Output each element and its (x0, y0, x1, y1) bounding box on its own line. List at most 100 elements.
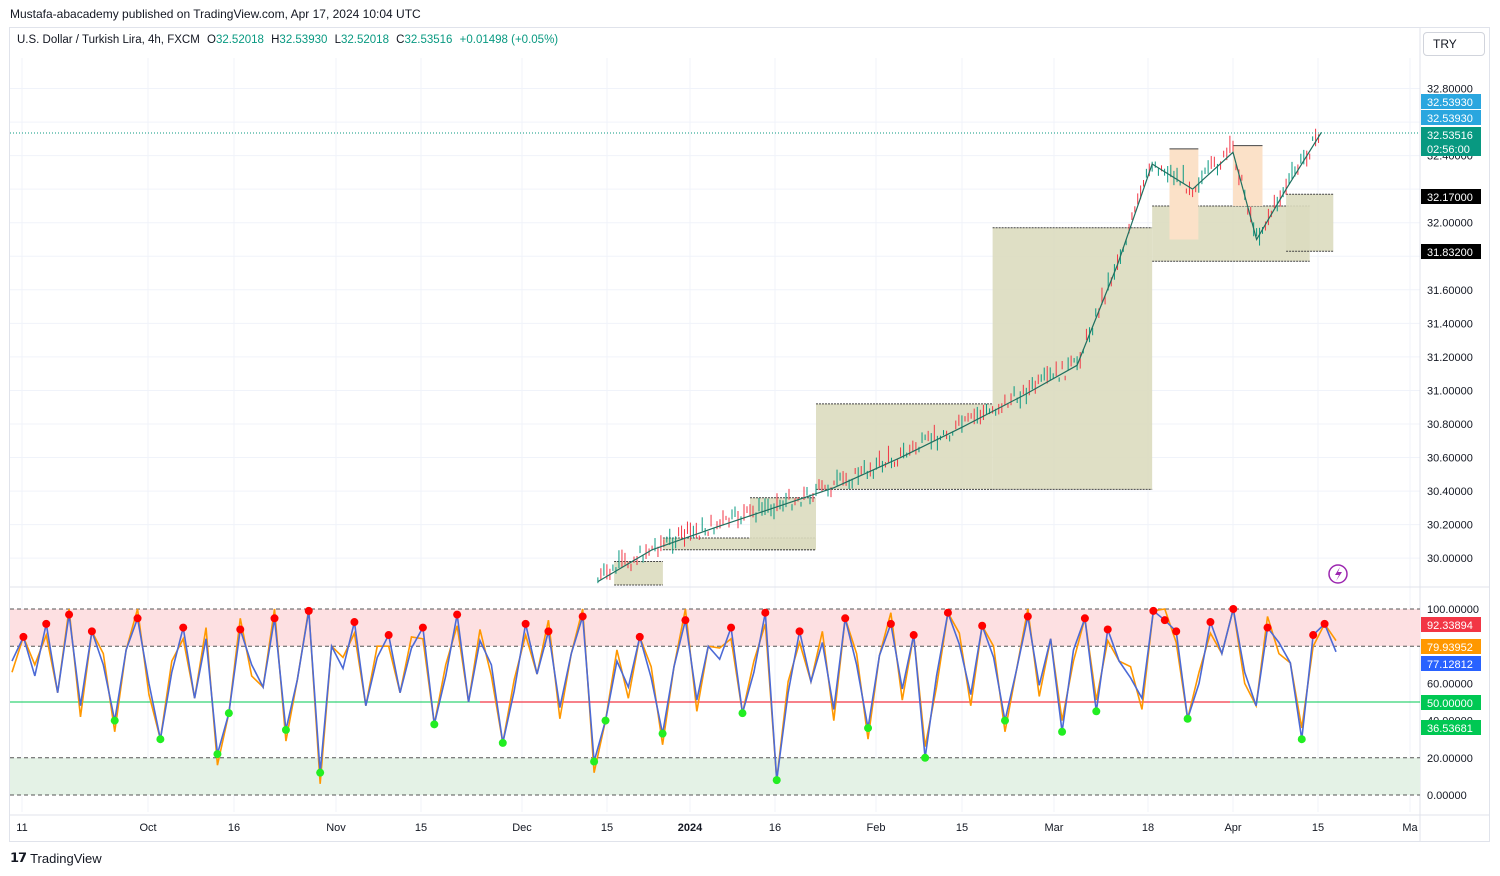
rsi-overbought-dot (384, 631, 393, 640)
resistance-zone (1233, 145, 1263, 206)
rsi-overbought-dot (681, 616, 690, 625)
close-value: 32.53516 (404, 34, 453, 46)
rsi-overbought-dot (727, 623, 736, 632)
rsi-overbought-dot (270, 614, 279, 623)
rsi-oversold-dot (601, 716, 610, 725)
rsi-value-badge (1421, 695, 1481, 710)
time-axis-label: 18 (1142, 822, 1154, 834)
price-line (597, 131, 1323, 583)
rsi-value-badge (1421, 617, 1481, 632)
rsi-oversold-dot (213, 750, 222, 759)
price-axis-label: 32.00000 (1427, 218, 1473, 230)
support-zone (662, 538, 816, 550)
rsi-oversold-dot (430, 720, 439, 729)
rsi-axis-label: 60.00000 (1427, 678, 1473, 690)
price-badge (1421, 94, 1481, 109)
rsi-axis-label: 0.00000 (1427, 790, 1467, 802)
price-axis-label: 31.40000 (1427, 318, 1473, 330)
rsi-oversold-dot (658, 729, 667, 738)
rsi-value-text: 36.53681 (1427, 723, 1473, 735)
price-axis-label: 30.80000 (1427, 419, 1473, 431)
rsi-oversold-dot (110, 716, 119, 725)
rsi-oversold-dot (498, 738, 507, 747)
price-badge (1421, 127, 1481, 142)
rsi-oversold-dot (738, 709, 747, 718)
rsi-oversold-dot (224, 709, 233, 718)
publisher-caption: Mustafa-abacademy published on TradingVi… (10, 7, 421, 21)
symbol-legend: U.S. Dollar / Turkish Lira, 4h, FXCM O32… (17, 34, 558, 46)
rsi-overbought-dot (521, 619, 530, 628)
rsi-oversold-dot (1183, 714, 1192, 723)
price-badge (1421, 110, 1481, 125)
rsi-overbought-dot (1263, 623, 1272, 632)
tradingview-logo[interactable]: 𝟭𝟳 TradingView (10, 850, 102, 866)
rsi-line (11, 608, 1337, 781)
price-axis-label: 32.80000 (1427, 84, 1473, 96)
rsi-overbought-dot (350, 618, 359, 627)
rsi-oversold-dot (1058, 727, 1067, 736)
rsi-overbought-dot (1320, 619, 1329, 628)
rsi-value-badge (1421, 720, 1481, 735)
rsi-overbought-dot (42, 619, 51, 628)
time-axis-label: Mar (1045, 822, 1064, 834)
rsi-overbought-dot (133, 614, 142, 623)
rsi-overbought-dot (761, 608, 770, 617)
rsi-overbought-dot (87, 627, 96, 636)
currency-button[interactable]: TRY (1423, 32, 1485, 56)
time-axis-label: 2024 (678, 822, 703, 834)
support-zone (1286, 194, 1334, 252)
low-label: L (334, 34, 341, 46)
time-axis-label: 15 (415, 822, 427, 834)
rsi-axis-label: 20.00000 (1427, 753, 1473, 765)
price-axis-label: 31.20000 (1427, 352, 1473, 364)
rsi-overbought-dot (578, 612, 587, 621)
lightning-bolt-icon (1335, 567, 1342, 581)
open-label: O (206, 34, 216, 46)
support-zone (992, 227, 1153, 490)
rsi-oversold-dot (316, 768, 325, 777)
rsi-overbought-dot (886, 619, 895, 628)
rsi-overbought-dot (909, 631, 918, 640)
time-axis-label: Dec (512, 822, 532, 834)
tradingview-brand: TradingView (30, 850, 102, 866)
rsi-overbought-dot (1023, 612, 1032, 621)
oversold-band (10, 757, 1420, 795)
rsi-overbought-dot (943, 608, 952, 617)
price-axis-label: 30.60000 (1427, 453, 1473, 465)
rsi-overbought-dot (978, 621, 987, 630)
price-badge-text: 32.53516 (1427, 130, 1473, 142)
rsi-oversold-dot (1297, 735, 1306, 744)
rsi-value-text: 92.33894 (1427, 620, 1473, 632)
time-axis-label: Nov (326, 822, 346, 834)
rsi-overbought-dot (65, 610, 74, 619)
price-badge-text: 32.53930 (1427, 97, 1473, 109)
rsi-oversold-dot (864, 724, 873, 733)
rsi-overbought-dot (418, 623, 427, 632)
price-badge (1421, 189, 1481, 204)
rsi-oversold-dot (1092, 707, 1101, 716)
rsi-value-text: 79.93952 (1427, 642, 1473, 654)
time-axis-label: 15 (1312, 822, 1324, 834)
time-axis-label: Ma (1402, 822, 1418, 834)
time-axis-label: 15 (601, 822, 613, 834)
rsi-overbought-dot (841, 614, 850, 623)
rsi-overbought-dot (1206, 618, 1215, 627)
support-zone (614, 561, 663, 585)
time-axis-label: 16 (228, 822, 240, 834)
open-value: 32.52018 (215, 34, 264, 46)
rsi-value-badge (1421, 639, 1481, 654)
support-zone (816, 403, 993, 490)
tradingview-mark-icon: 𝟭𝟳 (10, 850, 27, 865)
rsi-oversold-dot (281, 725, 290, 734)
rsi-overbought-dot (1080, 614, 1089, 623)
rsi-overbought-dot (236, 625, 245, 634)
rsi-overbought-dot (1172, 627, 1181, 636)
rsi-oversold-dot (772, 776, 781, 785)
time-axis-label: 11 (16, 822, 27, 834)
price-axis-label: 31.00000 (1427, 385, 1473, 397)
rsi-value-badge (1421, 656, 1481, 671)
rsi-overbought-dot (635, 632, 644, 641)
rsi-value-text: 50.00000 (1427, 698, 1473, 710)
time-axis-label: Apr (1224, 822, 1241, 834)
